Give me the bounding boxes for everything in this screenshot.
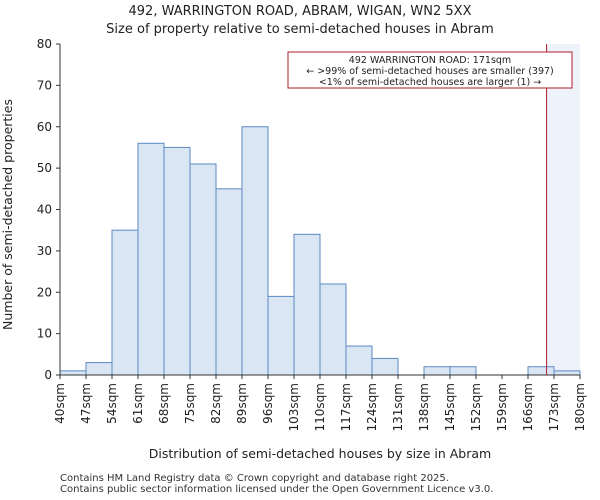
y-tick-label: 0 <box>44 368 52 382</box>
histogram-bar <box>293 233 321 376</box>
x-tick-label: 124sqm <box>365 383 379 431</box>
x-tick-label: 47sqm <box>79 383 93 424</box>
annotation-line-1: 492 WARRINGTON ROAD: 171sqm <box>349 55 511 66</box>
x-tick-label: 131sqm <box>391 383 405 431</box>
x-tick-label: 82sqm <box>209 383 223 424</box>
footer-licence: Contains public sector information licen… <box>60 484 494 495</box>
x-tick-label: 40sqm <box>53 383 67 424</box>
histogram-bar <box>111 229 139 376</box>
histogram-bar <box>163 146 191 376</box>
chart-subtitle: Size of property relative to semi-detach… <box>106 22 494 37</box>
x-tick-label: 110sqm <box>313 383 327 431</box>
histogram-bar <box>215 188 243 376</box>
histogram-bar <box>527 366 555 376</box>
x-tick-label: 54sqm <box>105 383 119 424</box>
x-tick-label: 138sqm <box>417 383 431 431</box>
histogram-bar <box>241 126 269 376</box>
annotation-box <box>287 51 573 89</box>
y-tick-label: 10 <box>37 327 52 341</box>
y-tick-label: 80 <box>37 37 52 51</box>
x-tick-label: 75sqm <box>183 383 197 424</box>
x-axis-label: Distribution of semi-detached houses by … <box>149 446 491 461</box>
annotation-line-2: ← >99% of semi-detached houses are small… <box>306 66 554 77</box>
histogram-bar <box>189 163 217 376</box>
footer-copyright: Contains HM Land Registry data © Crown c… <box>60 473 449 484</box>
x-tick-label: 173sqm <box>547 383 561 431</box>
histogram-bar <box>553 370 581 376</box>
x-tick-label: 117sqm <box>339 383 353 431</box>
y-tick-label: 60 <box>37 120 52 134</box>
histogram-bar <box>137 142 165 376</box>
chart-title-address: 492, WARRINGTON ROAD, ABRAM, WIGAN, WN2 … <box>128 4 472 19</box>
annotation-line-3: <1% of semi-detached houses are larger (… <box>319 77 541 88</box>
y-tick-label: 50 <box>37 161 52 175</box>
y-axis-label: Number of semi-detached properties <box>0 99 15 330</box>
histogram-bar <box>449 366 477 376</box>
x-tick-label: 89sqm <box>235 383 249 424</box>
histogram-bar <box>423 366 451 376</box>
histogram-bar <box>371 357 399 376</box>
x-tick-label: 145sqm <box>443 383 457 431</box>
x-tick-label: 61sqm <box>131 383 145 424</box>
histogram-bar <box>267 295 295 376</box>
y-tick-label: 20 <box>37 285 52 299</box>
y-tick-label: 70 <box>37 78 52 92</box>
histogram-bar <box>59 370 87 376</box>
x-tick-label: 180sqm <box>573 383 587 431</box>
x-tick-label: 159sqm <box>495 383 509 431</box>
x-tick-label: 96sqm <box>261 383 275 424</box>
highlight-region <box>546 44 580 375</box>
x-tick-label: 68sqm <box>157 383 171 424</box>
x-tick-label: 152sqm <box>469 383 483 431</box>
histogram-bar <box>345 345 373 376</box>
y-tick-label: 40 <box>37 203 52 217</box>
y-tick-label: 30 <box>37 244 52 258</box>
x-tick-label: 166sqm <box>521 383 535 431</box>
x-tick-label: 103sqm <box>287 383 301 431</box>
histogram-bar <box>85 362 113 376</box>
histogram-bar <box>319 283 347 376</box>
